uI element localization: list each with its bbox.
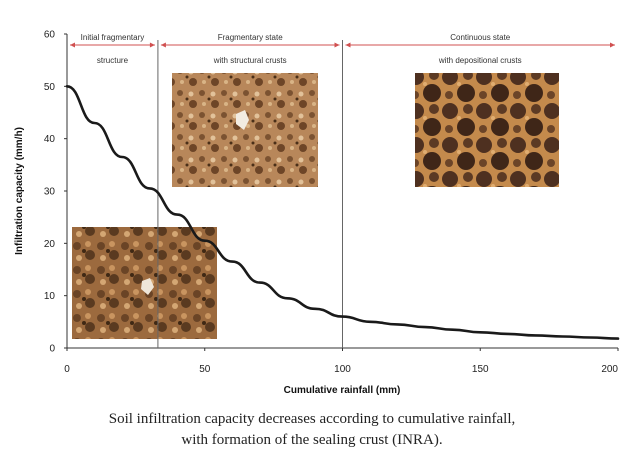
series-line <box>65 85 620 340</box>
photo-fragmentary-structure <box>172 73 318 187</box>
stage-arrowhead <box>70 42 75 48</box>
y-tick-label: 20 <box>44 239 56 250</box>
y-tick-label: 30 <box>44 187 56 198</box>
stage-arrowhead <box>610 42 615 48</box>
x-tick-label: 50 <box>199 364 211 375</box>
y-tick-label: 0 <box>49 344 55 355</box>
stage-sublabel: with depositional crusts <box>438 56 522 65</box>
stage-arrowhead <box>334 42 340 48</box>
y-tick-label: 50 <box>44 82 56 93</box>
caption-line-1: Soil infiltration capacity decreases acc… <box>108 411 516 427</box>
photo-depositional-crust <box>415 73 559 187</box>
y-axis-label: Infiltration capacity (mm/h) <box>14 127 25 255</box>
stage-label: Continuous state <box>450 33 511 42</box>
stage-label: Fragmentary state <box>218 33 283 42</box>
x-tick-label: 0 <box>64 364 70 375</box>
stage-label: Initial fragmentary <box>81 33 145 42</box>
caption-line-2: with formation of the sealing crust (INR… <box>181 432 443 448</box>
stage-sublabel: with structural crusts <box>213 56 287 65</box>
stage-arrowhead <box>345 42 351 48</box>
y-tick-label: 10 <box>44 291 56 302</box>
y-tick-label: 40 <box>44 134 56 145</box>
stage-sublabel: structure <box>97 56 129 65</box>
stage-arrowhead <box>160 42 166 48</box>
stage-arrowhead <box>149 42 155 48</box>
x-axis-label: Cumulative rainfall (mm) <box>284 385 401 396</box>
photo-fragmentary-highlight <box>236 110 249 130</box>
x-tick-label: 200 <box>601 364 618 375</box>
x-tick-label: 150 <box>472 364 489 375</box>
photo-initial-highlight <box>141 278 154 295</box>
x-tick-label: 100 <box>334 364 351 375</box>
y-tick-label: 60 <box>44 30 56 41</box>
